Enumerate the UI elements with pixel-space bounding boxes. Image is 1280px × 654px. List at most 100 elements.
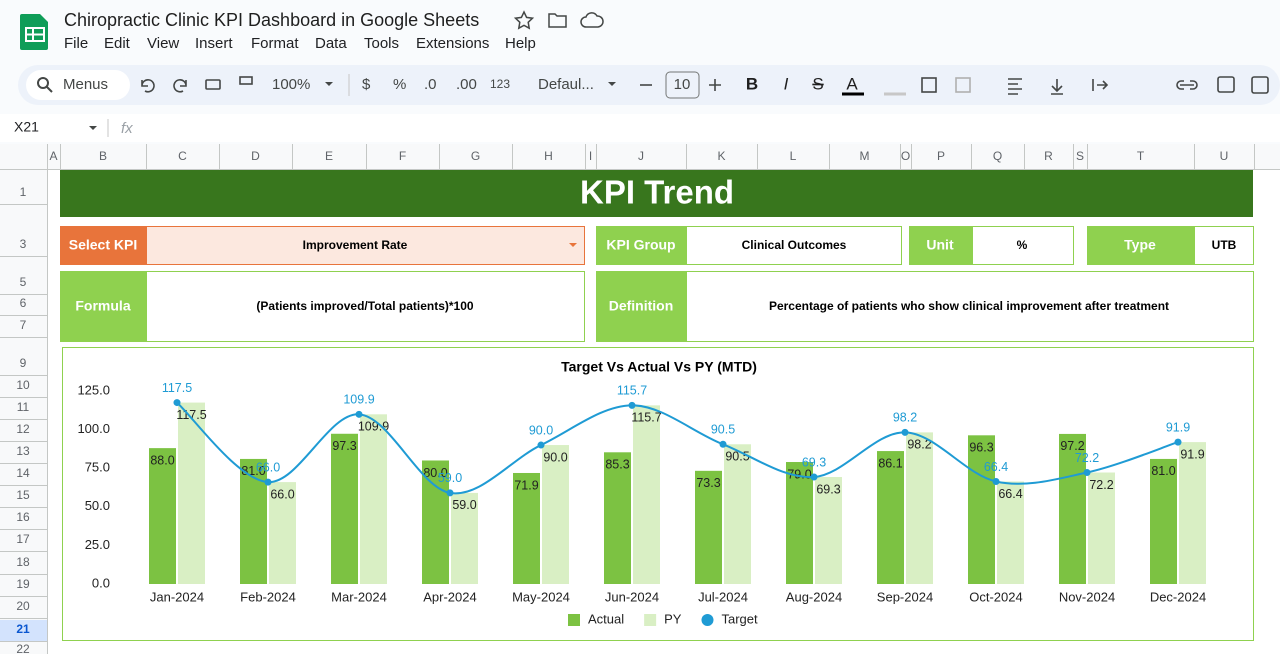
format-button[interactable]: A: [846, 74, 858, 93]
row-header[interactable]: 7: [20, 318, 27, 332]
column-header[interactable]: S: [1076, 149, 1084, 163]
column-header[interactable]: D: [251, 149, 260, 163]
data-label: 97.3: [332, 439, 356, 453]
document-title[interactable]: Chiropractic Clinic KPI Dashboard in Goo…: [64, 10, 479, 30]
column-header[interactable]: G: [471, 149, 480, 163]
align-icon[interactable]: [1008, 78, 1022, 95]
search-menus[interactable]: [26, 70, 130, 100]
column-header[interactable]: U: [1220, 149, 1229, 163]
row-header[interactable]: 9: [20, 356, 27, 370]
redo-icon[interactable]: [173, 79, 187, 93]
name-box-dropdown[interactable]: [89, 126, 97, 130]
font-dropdown[interactable]: [608, 82, 616, 86]
font-size-box[interactable]: [665, 71, 700, 99]
column-header[interactable]: Q: [993, 149, 1002, 163]
column-header[interactable]: H: [544, 149, 553, 163]
print-icon[interactable]: [205, 79, 221, 90]
line-point: [537, 441, 545, 449]
bar: [1088, 472, 1115, 584]
menu-item[interactable]: Tools: [364, 35, 399, 52]
row-header[interactable]: 14: [16, 466, 30, 480]
row-header[interactable]: 18: [16, 555, 30, 569]
menu-item[interactable]: View: [147, 35, 179, 52]
column-header[interactable]: B: [99, 149, 107, 163]
currency-format[interactable]: $: [362, 76, 371, 93]
font-size[interactable]: 10: [674, 76, 691, 93]
row-header[interactable]: 6: [20, 296, 27, 310]
merge-icon[interactable]: [955, 77, 971, 93]
chart-icon[interactable]: [1251, 76, 1269, 94]
column-header[interactable]: J: [638, 149, 644, 163]
format-button[interactable]: B: [746, 74, 758, 93]
move-icon[interactable]: [548, 13, 567, 28]
value-cell: [686, 226, 902, 265]
legend-swatch: [644, 614, 657, 626]
star-icon[interactable]: [513, 10, 535, 30]
row-header[interactable]: 21: [16, 622, 30, 636]
menu-item[interactable]: Data: [315, 35, 347, 52]
data-label: 109.9: [358, 420, 389, 434]
column-header[interactable]: I: [589, 149, 592, 163]
row-header[interactable]: 3: [20, 237, 27, 251]
x-tick-label: Mar-2024: [331, 589, 387, 604]
column-header[interactable]: C: [178, 149, 187, 163]
column-header[interactable]: L: [790, 149, 797, 163]
name-box[interactable]: X21: [14, 119, 39, 135]
row-header[interactable]: 13: [16, 444, 30, 458]
format-button[interactable]: S: [812, 74, 823, 93]
column-header[interactable]: A: [49, 149, 57, 163]
bar: [633, 405, 660, 584]
column-header[interactable]: T: [1137, 149, 1145, 163]
row-header[interactable]: 22: [16, 642, 30, 654]
active-row-highlight: [0, 620, 47, 641]
menu-item[interactable]: File: [64, 35, 88, 52]
menu-item[interactable]: Help: [505, 35, 536, 52]
decrease-decimal[interactable]: .0: [424, 76, 437, 93]
borders-icon[interactable]: [921, 77, 937, 93]
row-header[interactable]: 12: [16, 422, 30, 436]
format-button[interactable]: I: [784, 74, 789, 93]
font-size-increase[interactable]: [709, 79, 721, 91]
dropdown-arrow[interactable]: [569, 243, 577, 247]
more-formats[interactable]: 123: [490, 77, 510, 91]
paint-format-icon[interactable]: [239, 76, 253, 85]
menu-item[interactable]: Extensions: [416, 35, 489, 52]
comment-icon[interactable]: [1217, 76, 1235, 93]
row-header[interactable]: 17: [16, 532, 30, 546]
row-header[interactable]: 10: [16, 378, 30, 392]
zoom[interactable]: 100%: [272, 76, 310, 93]
menu-item[interactable]: Insert: [195, 35, 233, 52]
menu-item[interactable]: Format: [251, 35, 299, 52]
font-family[interactable]: Defaul...: [538, 76, 594, 93]
row-header[interactable]: 16: [16, 510, 30, 524]
link-icon[interactable]: [1176, 80, 1198, 90]
sheets-logo[interactable]: [20, 14, 48, 50]
menu-item[interactable]: Edit: [104, 35, 131, 52]
row-header[interactable]: 5: [20, 275, 27, 289]
line-point: [901, 428, 909, 436]
valign-icon[interactable]: [1051, 79, 1063, 95]
undo-icon[interactable]: [141, 79, 155, 93]
kpi-dropdown[interactable]: [146, 226, 585, 265]
zoom-dropdown[interactable]: [325, 82, 333, 86]
column-header[interactable]: M: [860, 149, 870, 163]
wrap-icon[interactable]: [1092, 79, 1109, 91]
select-kpi-value[interactable]: Improvement Rate: [303, 238, 408, 252]
percent-format[interactable]: %: [393, 76, 406, 93]
cloud-icon[interactable]: [580, 12, 604, 28]
row-header[interactable]: 11: [17, 400, 30, 414]
row-header[interactable]: 1: [20, 185, 27, 199]
row-header[interactable]: 20: [16, 599, 30, 613]
column-header[interactable]: O: [901, 149, 910, 163]
increase-decimal[interactable]: .00: [456, 76, 477, 93]
column-header[interactable]: F: [399, 149, 406, 163]
column-header[interactable]: E: [325, 149, 333, 163]
data-label: 66.4: [984, 460, 1008, 474]
column-header[interactable]: P: [937, 149, 945, 163]
row-header[interactable]: 15: [16, 488, 30, 502]
row-header[interactable]: 19: [16, 577, 30, 591]
column-header[interactable]: K: [717, 149, 725, 163]
column-header[interactable]: R: [1044, 149, 1053, 163]
search-label[interactable]: Menus: [63, 76, 108, 93]
label-cell: [1087, 226, 1194, 265]
